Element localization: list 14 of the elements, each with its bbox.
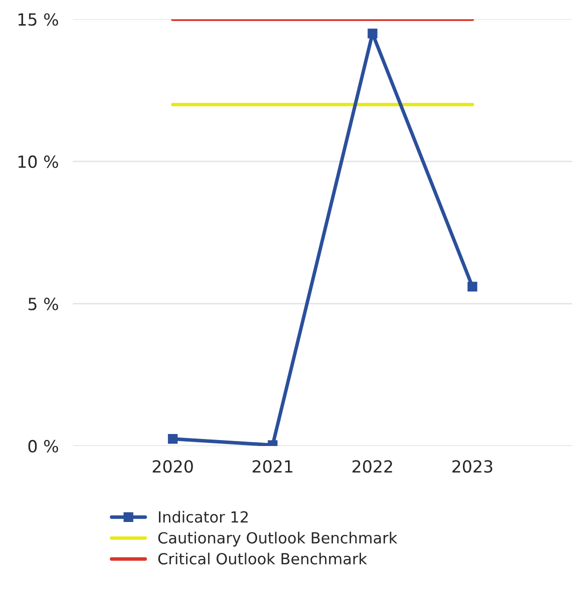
y-tick-label: 5 % [28,298,58,310]
y-tick-label: 0 % [28,440,58,453]
y-tick-label: 15 % [18,13,58,26]
legend-label: Critical Outlook Benchmark [158,552,368,565]
x-tick-label: 2020 [152,460,193,473]
point [368,28,378,38]
legend-label: Indicator 12 [158,510,248,523]
point [168,434,178,444]
point [468,282,478,292]
x-tick-label: 2021 [252,460,292,473]
x-tick-label: 2022 [352,460,392,473]
x-tick-label: 2023 [452,460,492,473]
legend-label: Cautionary Outlook Benchmark [158,532,398,547]
y-tick-label: 10 % [18,155,58,168]
